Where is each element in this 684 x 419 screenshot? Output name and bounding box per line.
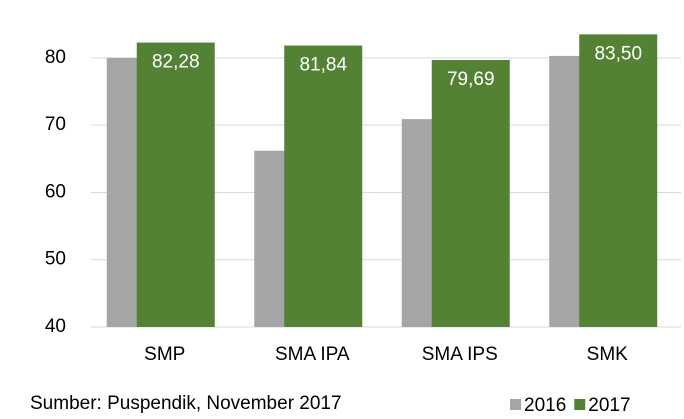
data-label: 83,50: [594, 43, 642, 64]
data-label: 82,28: [152, 52, 200, 73]
legend-label: 2017: [588, 395, 630, 414]
y-tick-label: 70: [45, 114, 66, 135]
bar: [579, 34, 658, 327]
legend-swatch: [510, 399, 521, 410]
x-tick-label: SMA IPA: [275, 344, 350, 365]
y-tick-label: 60: [45, 181, 66, 202]
y-tick-label: 80: [45, 47, 66, 68]
legend-swatch: [574, 399, 586, 410]
x-tick-label: SMA IPS: [422, 344, 498, 365]
data-label: 81,84: [299, 55, 347, 76]
y-tick-label: 40: [45, 316, 66, 337]
data-label: 79,69: [447, 69, 495, 90]
legend-label: 2016: [524, 395, 566, 414]
x-tick-label: SMK: [587, 344, 629, 365]
y-tick-label: 50: [45, 249, 66, 270]
x-tick-label: SMP: [144, 344, 185, 365]
source: Sumber: Puspendik, November 2017: [30, 393, 342, 414]
bar: [284, 45, 363, 327]
bar: [431, 59, 510, 328]
bar: [136, 42, 215, 327]
